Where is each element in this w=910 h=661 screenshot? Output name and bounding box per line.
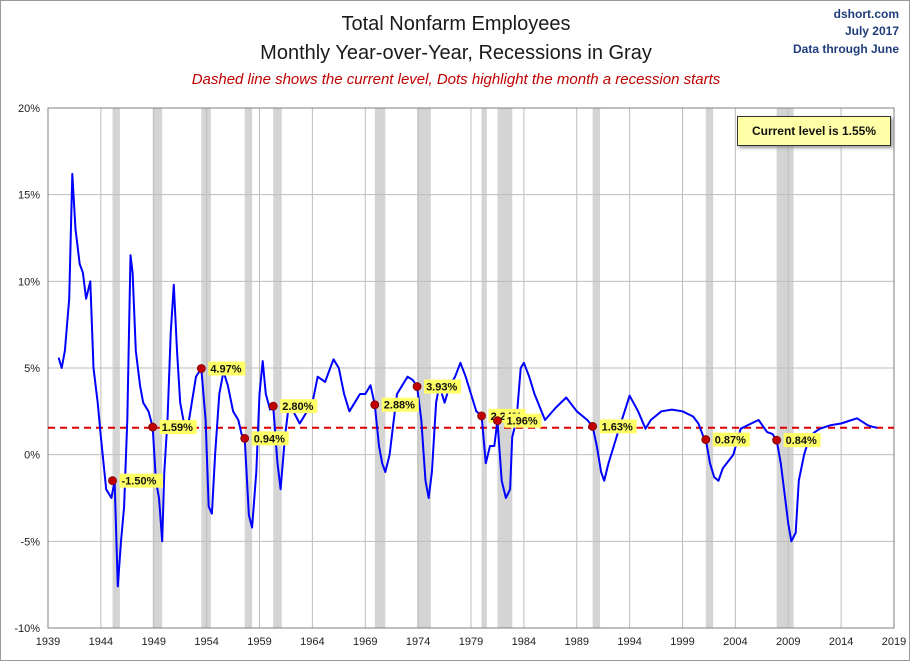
data-label: -1.50%	[122, 476, 157, 488]
chart-subtitle: Dashed line shows the current level, Dot…	[191, 71, 721, 88]
x-tick-label: 1979	[459, 636, 483, 648]
y-tick-label: -5%	[20, 536, 40, 548]
plot-border	[47, 107, 895, 629]
data-label-bg	[159, 420, 197, 435]
y-tick-label: 15%	[18, 190, 40, 202]
recession-start-dot	[240, 433, 250, 443]
chart-title-line2: Monthly Year-over-Year, Recessions in Gr…	[260, 42, 652, 64]
series-line	[57, 172, 878, 588]
recession-start-marker: 1.63%	[588, 419, 637, 434]
x-tick-label: 2014	[829, 636, 853, 648]
x-tick-label: 2019	[882, 636, 906, 648]
recession-start-marker: 0.94%	[240, 431, 289, 446]
data-through-label: Data through June	[792, 42, 899, 56]
recession-start-dot	[701, 435, 711, 444]
x-tick-label: 1939	[36, 636, 60, 648]
x-tick-label: 1944	[89, 636, 113, 648]
data-label: 4.97%	[210, 364, 241, 376]
recession-start-marker: 0.87%	[701, 432, 750, 447]
data-label-bg	[783, 433, 821, 448]
data-label: 0.94%	[254, 433, 285, 445]
data-label: 0.87%	[715, 435, 746, 447]
data-label-bg	[424, 379, 462, 394]
data-label-bg	[251, 431, 289, 446]
recession-start-marker: 1.96%	[493, 413, 542, 428]
x-tick-label: 1989	[565, 636, 589, 648]
current-level-note: Current level is 1.55%	[737, 116, 891, 146]
recession-start-dot	[588, 422, 598, 431]
x-tick-label: 1994	[617, 636, 641, 648]
data-label: 1.59%	[162, 422, 193, 434]
data-label: 1.96%	[506, 416, 537, 428]
recession-start-marker: -1.50%	[108, 473, 164, 488]
chart-title-line1: Total Nonfarm Employees	[341, 13, 571, 35]
x-tick-label: 1949	[142, 636, 166, 648]
recession-start-dot	[477, 411, 486, 421]
recession-start-marker: 3.93%	[412, 379, 462, 394]
recession-start-marker: 2.80%	[268, 399, 318, 414]
data-label-bg	[280, 399, 318, 414]
y-tick-label: -10%	[14, 623, 40, 635]
data-label-bg	[119, 473, 164, 488]
x-tick-label: 1954	[194, 636, 218, 648]
recession-start-dot	[772, 435, 782, 445]
source-label: dshort.com	[833, 7, 899, 21]
x-tick-label: 1984	[512, 636, 536, 648]
recession-start-marker: 0.84%	[772, 433, 821, 448]
x-tick-label: 1974	[406, 636, 430, 648]
y-tick-label: 20%	[18, 103, 40, 115]
data-label-bg	[599, 419, 637, 434]
recession-start-marker: 2.88%	[370, 397, 419, 412]
recession-start-dot	[268, 401, 278, 411]
data-label: 3.93%	[426, 382, 457, 394]
recession-start-dot	[108, 476, 117, 486]
x-tick-label: 1959	[247, 636, 271, 648]
data-label: 2.80%	[282, 401, 313, 413]
data-label-bg	[208, 361, 246, 376]
x-tick-label: 1969	[353, 636, 377, 648]
recession-start-dot	[412, 382, 422, 391]
data-label-bg	[504, 413, 542, 428]
x-tick-label: 2004	[723, 636, 747, 648]
recession-start-dot	[148, 422, 158, 432]
y-tick-label: 0%	[24, 450, 40, 462]
y-tick-label: 10%	[18, 276, 40, 288]
data-label: 1.63%	[602, 421, 633, 433]
data-label-bg	[712, 432, 750, 447]
recession-start-dot	[196, 364, 206, 373]
data-label-bg	[381, 397, 419, 412]
x-tick-label: 1999	[670, 636, 694, 648]
y-tick-label: 5%	[24, 363, 40, 375]
x-tick-label: 2009	[776, 636, 800, 648]
data-label: 2.88%	[384, 400, 415, 412]
recession-start-marker: 4.97%	[196, 361, 246, 376]
data-label: 0.84%	[786, 435, 817, 447]
recession-start-dot	[493, 416, 502, 426]
recession-start-dot	[370, 400, 380, 410]
recession-start-marker: 1.59%	[148, 420, 197, 435]
x-tick-label: 1964	[300, 636, 324, 648]
date-label: July 2017	[844, 24, 899, 38]
